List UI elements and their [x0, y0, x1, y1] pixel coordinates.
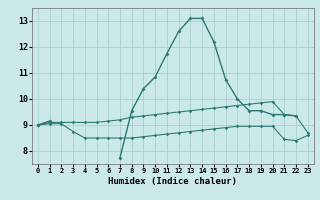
X-axis label: Humidex (Indice chaleur): Humidex (Indice chaleur) [108, 177, 237, 186]
